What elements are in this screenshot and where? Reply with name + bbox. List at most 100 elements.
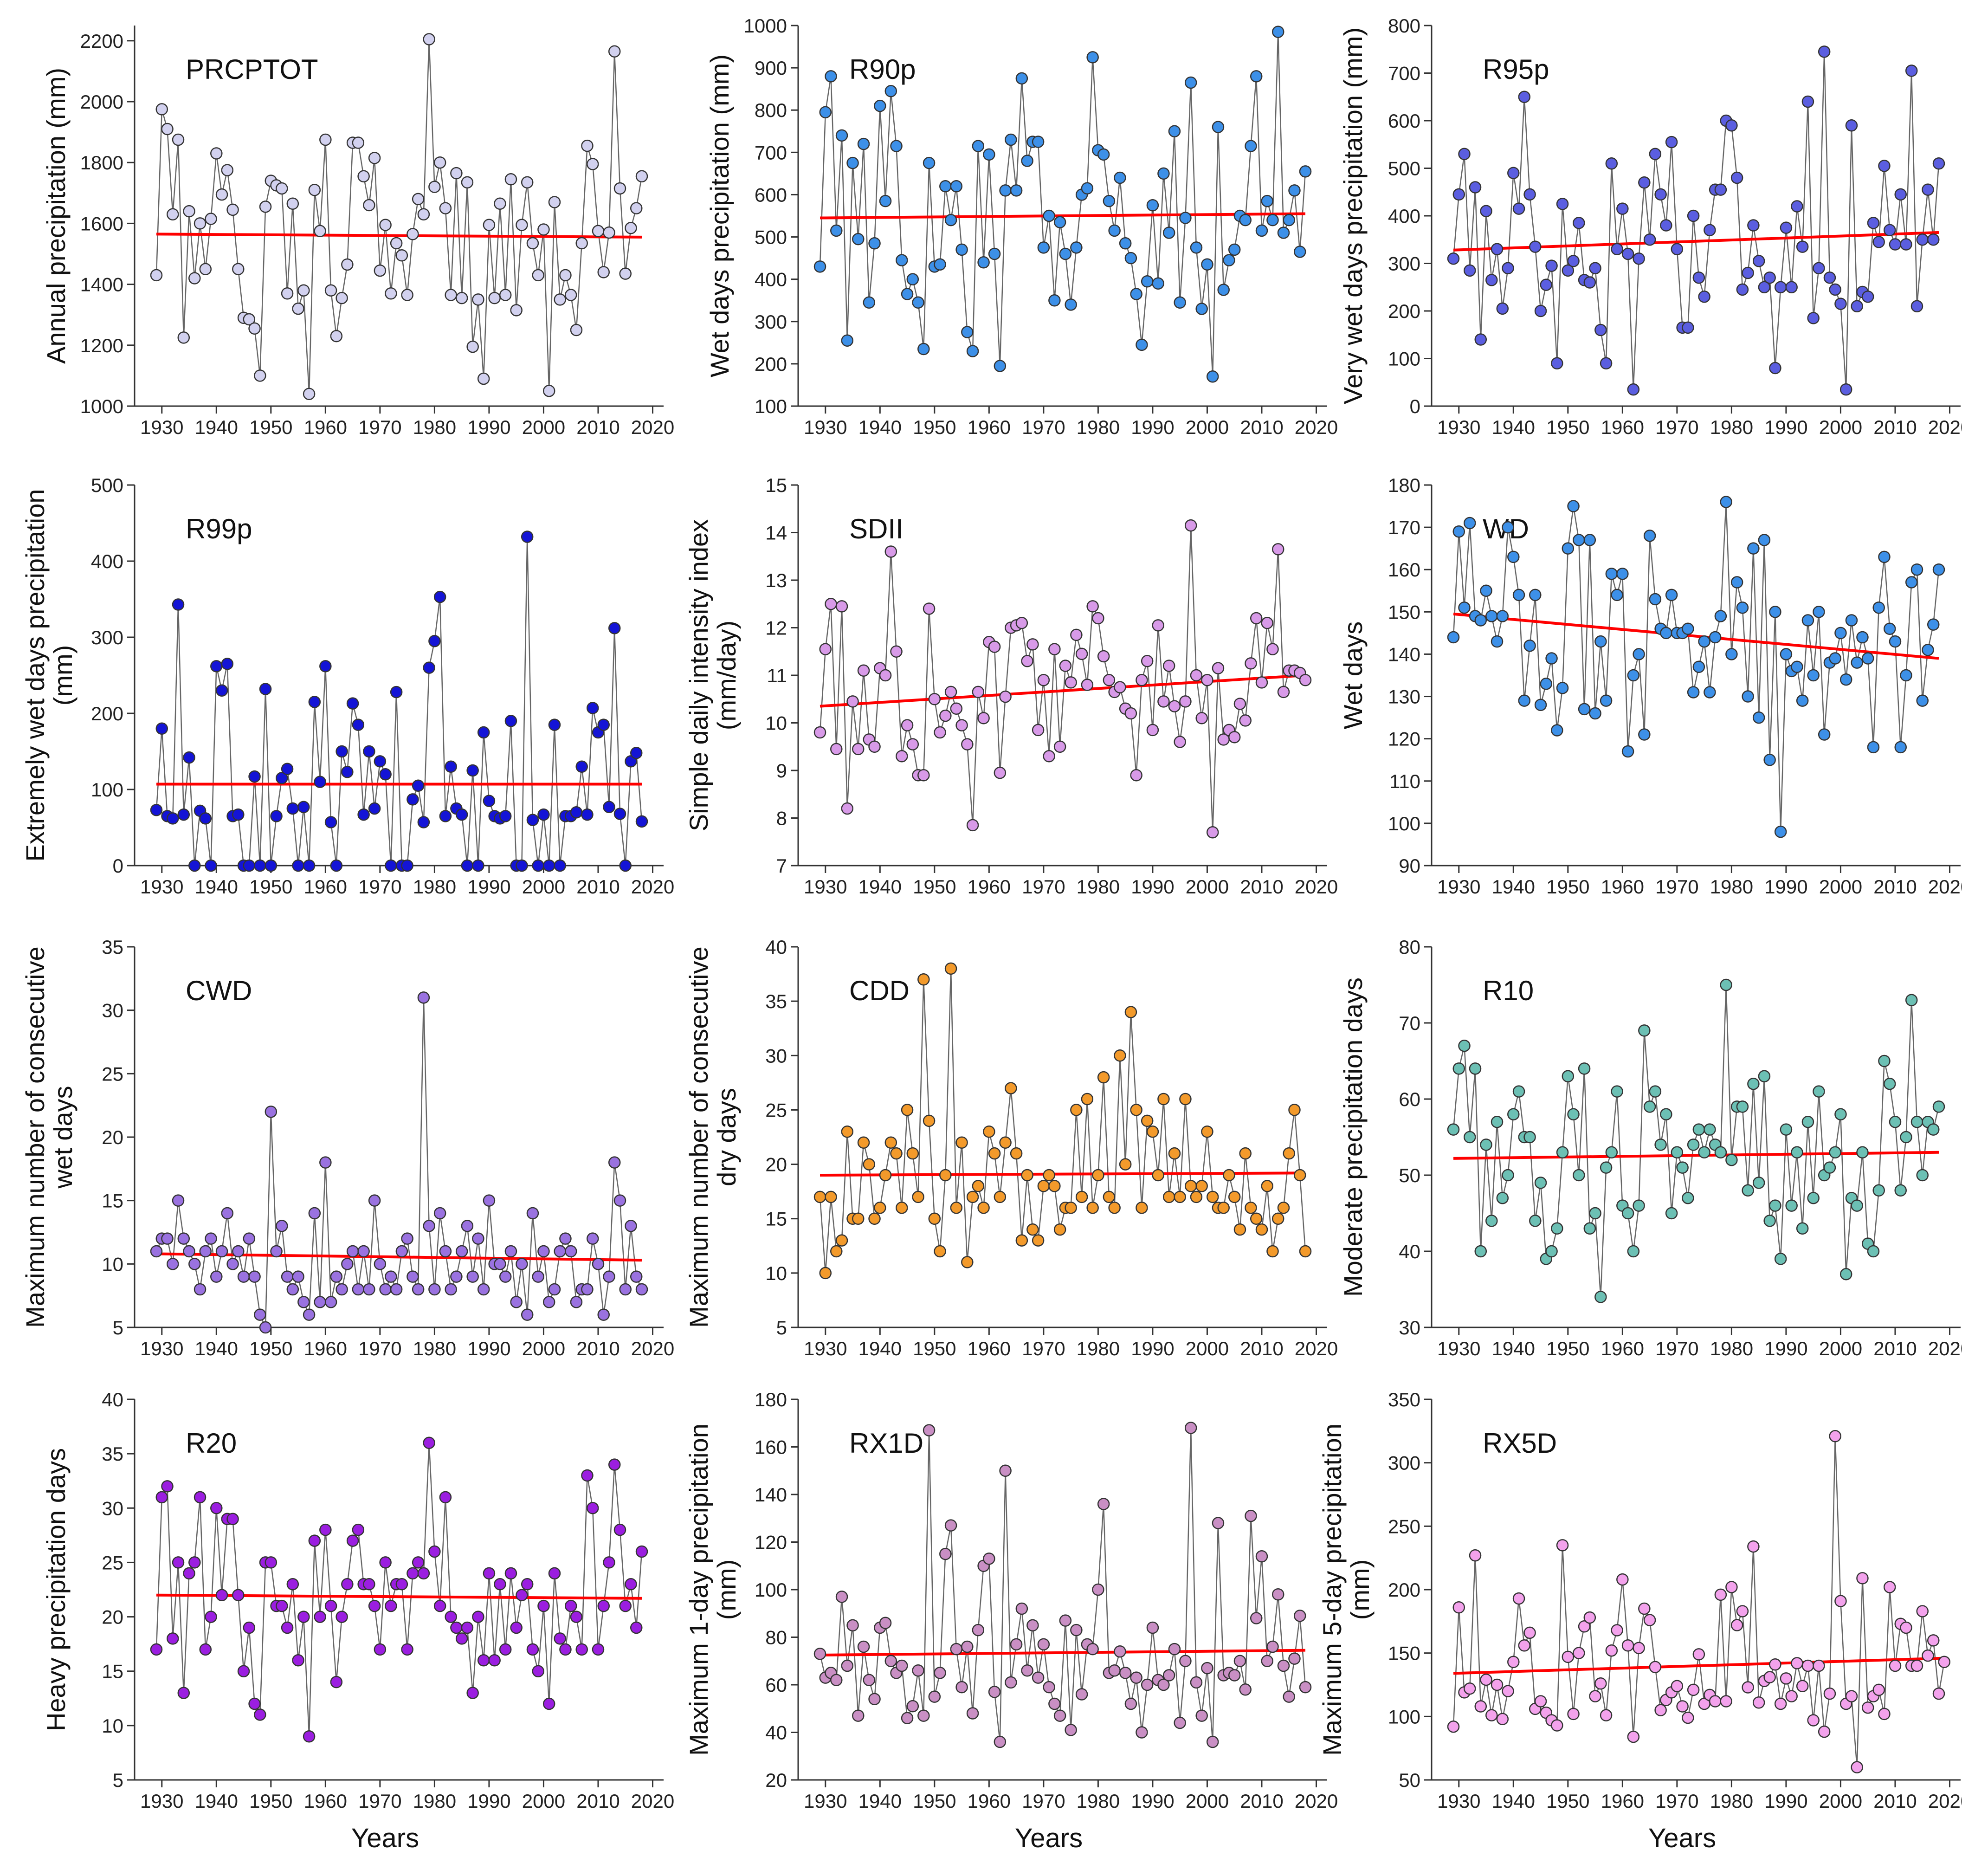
data-point xyxy=(1747,1077,1760,1090)
data-point xyxy=(846,156,859,169)
data-point xyxy=(1037,1180,1050,1192)
data-point xyxy=(303,1308,316,1321)
data-point xyxy=(1266,1640,1279,1653)
data-point xyxy=(450,167,463,180)
y-tick-label: 100 xyxy=(755,1579,787,1601)
data-point xyxy=(1469,1062,1482,1075)
data-point xyxy=(1714,1588,1727,1601)
data-point xyxy=(906,1700,919,1713)
data-point xyxy=(461,859,474,872)
x-tick-label: 1990 xyxy=(1131,1338,1174,1359)
data-point xyxy=(226,1513,239,1525)
data-point xyxy=(243,1621,256,1634)
y-tick-label: 14 xyxy=(765,522,787,544)
data-point xyxy=(1594,1291,1607,1303)
data-point xyxy=(1174,1716,1186,1729)
data-point xyxy=(1518,1639,1531,1652)
data-point xyxy=(1464,264,1476,277)
x-tick-label: 1970 xyxy=(1655,1790,1698,1812)
data-point xyxy=(1271,1212,1284,1225)
data-point xyxy=(1097,148,1110,161)
data-point xyxy=(1293,246,1306,258)
data-point xyxy=(1910,1659,1923,1672)
data-point xyxy=(1283,1147,1295,1160)
data-point xyxy=(939,1169,952,1182)
panel-sdii: 7 8 9 10 11 12 13 14 15 1930 1940 1950 1960 1970 1980 1… xyxy=(684,474,1338,898)
y-tick-label: 12 xyxy=(765,617,787,639)
data-point xyxy=(276,1599,288,1612)
x-tick-label: 2010 xyxy=(576,1790,620,1812)
data-point xyxy=(1791,1657,1803,1669)
data-point xyxy=(1665,136,1678,149)
data-point xyxy=(1097,1071,1110,1084)
x-tick-label: 1950 xyxy=(1546,1338,1589,1359)
data-point xyxy=(336,291,348,304)
data-point xyxy=(177,1232,190,1245)
data-point xyxy=(1813,606,1825,618)
data-point xyxy=(232,1589,245,1601)
data-point xyxy=(1250,1212,1263,1225)
data-point xyxy=(625,221,637,234)
data-point xyxy=(1103,1190,1116,1203)
y-tick-label: 300 xyxy=(1388,253,1420,275)
data-point xyxy=(1070,628,1083,641)
data-point xyxy=(314,776,326,788)
data-point xyxy=(1021,655,1033,667)
data-point xyxy=(1922,644,1934,656)
data-point xyxy=(841,802,854,815)
x-tick-label: 2010 xyxy=(1873,876,1917,898)
data-point xyxy=(1299,1245,1312,1258)
data-point xyxy=(336,1283,348,1296)
data-point xyxy=(1447,1123,1460,1136)
data-point xyxy=(1621,247,1634,260)
x-tick-label: 1940 xyxy=(195,876,238,898)
y-tick-label: 35 xyxy=(765,990,787,1012)
x-tick-label: 2000 xyxy=(522,876,565,898)
x-tick-label: 2020 xyxy=(1295,416,1338,438)
data-point xyxy=(504,1567,517,1580)
data-point xyxy=(494,197,506,210)
y-axis-label: Very wet days precipitation (mm) xyxy=(1338,27,1368,404)
data-point xyxy=(564,1599,577,1612)
data-point xyxy=(1583,534,1596,546)
data-point xyxy=(330,330,343,343)
trend-line xyxy=(156,233,642,239)
data-point xyxy=(570,806,583,819)
x-tick-label: 1960 xyxy=(304,416,347,438)
data-point xyxy=(1583,1222,1596,1235)
data-point xyxy=(1255,224,1268,237)
data-point xyxy=(1627,1245,1640,1258)
data-point xyxy=(1048,1180,1061,1192)
data-point xyxy=(412,193,425,206)
x-tick-label: 1990 xyxy=(1131,416,1174,438)
data-point xyxy=(379,1556,392,1569)
data-point xyxy=(868,1693,881,1705)
data-point xyxy=(188,1258,201,1270)
y-tick-label: 400 xyxy=(755,269,787,291)
x-tick-label: 2010 xyxy=(1873,1790,1917,1812)
data-point xyxy=(852,1212,865,1225)
data-point xyxy=(1676,1700,1689,1713)
data-point xyxy=(1573,217,1585,229)
data-point xyxy=(363,1578,375,1591)
data-point xyxy=(510,1296,523,1308)
y-tick-label: 40 xyxy=(765,936,787,958)
data-point xyxy=(1201,1126,1213,1138)
data-point xyxy=(1299,165,1312,178)
data-point xyxy=(1910,563,1923,576)
data-point xyxy=(1250,1612,1263,1624)
y-tick-label: 40 xyxy=(765,1722,787,1744)
data-point xyxy=(1485,610,1498,622)
data-point xyxy=(401,859,413,872)
data-point xyxy=(1643,530,1656,542)
data-point xyxy=(254,1308,266,1321)
data-point xyxy=(1032,136,1045,148)
data-point xyxy=(1594,1677,1607,1690)
data-point xyxy=(1179,1093,1192,1106)
x-tick-label: 2020 xyxy=(1295,1790,1338,1812)
y-tick-label: 0 xyxy=(1410,395,1420,417)
data-point xyxy=(1687,686,1700,699)
data-point xyxy=(177,1687,190,1699)
data-point xyxy=(603,1270,615,1283)
data-point xyxy=(988,640,1001,653)
